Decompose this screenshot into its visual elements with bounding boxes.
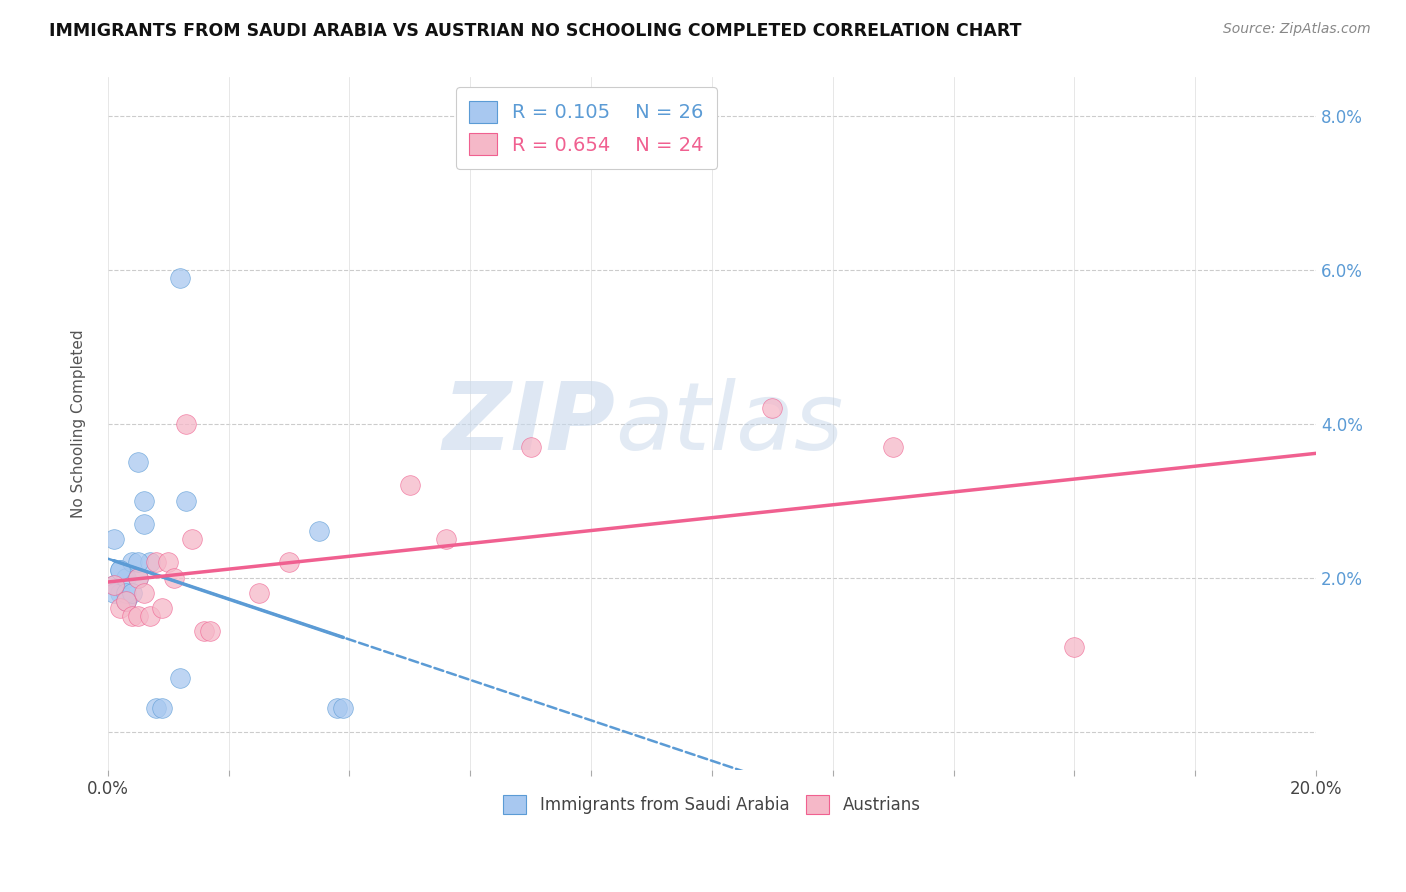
Text: ZIP: ZIP xyxy=(443,377,616,470)
Point xyxy=(132,586,155,600)
Point xyxy=(108,563,131,577)
Point xyxy=(108,563,131,577)
Point xyxy=(519,440,541,454)
Point xyxy=(145,555,167,569)
Point xyxy=(200,624,222,639)
Point xyxy=(157,555,180,569)
Point xyxy=(882,440,904,454)
Point xyxy=(103,586,125,600)
Point xyxy=(150,701,173,715)
Point xyxy=(181,532,204,546)
Point xyxy=(169,270,191,285)
Point xyxy=(132,516,155,531)
Point xyxy=(247,586,270,600)
Point xyxy=(278,555,301,569)
Text: Source: ZipAtlas.com: Source: ZipAtlas.com xyxy=(1223,22,1371,37)
Point xyxy=(121,555,143,569)
Point xyxy=(761,401,783,416)
Point xyxy=(115,586,138,600)
Point xyxy=(163,571,186,585)
Point xyxy=(121,586,143,600)
Point xyxy=(115,593,138,607)
Point xyxy=(193,624,215,639)
Point xyxy=(115,571,138,585)
Point xyxy=(127,609,149,624)
Text: atlas: atlas xyxy=(616,378,844,469)
Point xyxy=(434,532,457,546)
Point xyxy=(326,701,349,715)
Point xyxy=(176,493,198,508)
Point xyxy=(332,701,354,715)
Point xyxy=(150,601,173,615)
Point xyxy=(103,578,125,592)
Point xyxy=(115,593,138,607)
Point xyxy=(1063,640,1085,654)
Point xyxy=(127,571,149,585)
Point xyxy=(176,417,198,431)
Point xyxy=(121,609,143,624)
Point xyxy=(108,601,131,615)
Point xyxy=(108,586,131,600)
Point xyxy=(127,455,149,469)
Y-axis label: No Schooling Completed: No Schooling Completed xyxy=(72,329,86,518)
Point xyxy=(127,571,149,585)
Point xyxy=(139,555,162,569)
Point xyxy=(308,524,330,539)
Point xyxy=(169,671,191,685)
Point xyxy=(398,478,420,492)
Point xyxy=(115,593,138,607)
Point xyxy=(127,555,149,569)
Point xyxy=(103,578,125,592)
Point xyxy=(139,609,162,624)
Legend: Immigrants from Saudi Arabia, Austrians: Immigrants from Saudi Arabia, Austrians xyxy=(494,785,931,824)
Point xyxy=(145,701,167,715)
Point xyxy=(103,532,125,546)
Point xyxy=(132,493,155,508)
Text: IMMIGRANTS FROM SAUDI ARABIA VS AUSTRIAN NO SCHOOLING COMPLETED CORRELATION CHAR: IMMIGRANTS FROM SAUDI ARABIA VS AUSTRIAN… xyxy=(49,22,1022,40)
